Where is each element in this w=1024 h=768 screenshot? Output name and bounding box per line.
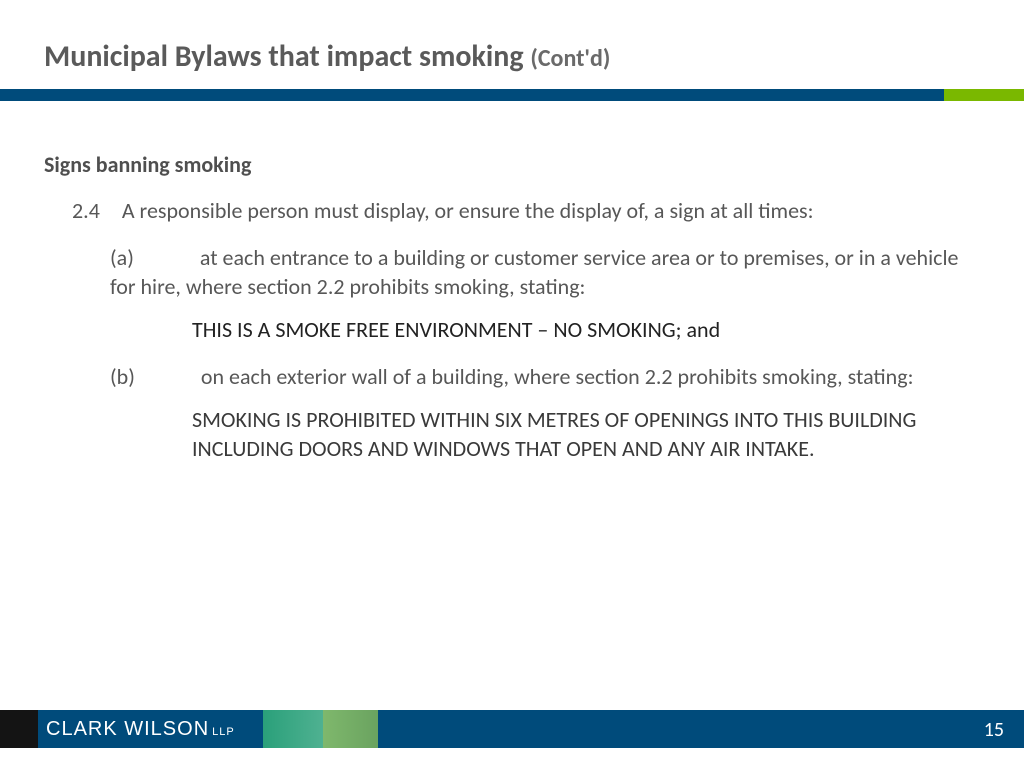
footer-logo-block: CLARK WILSONLLP	[38, 710, 263, 748]
sign-text-1: THIS IS A SMOKE FREE ENVIRONMENT – NO SM…	[192, 315, 980, 344]
sign-text-2: SMOKING IS PROHIBITED WITHIN SIX METRES …	[192, 405, 980, 463]
slide-footer: CLARK WILSONLLP 15	[0, 710, 1024, 748]
footer-block-navy	[378, 710, 1024, 748]
footer-block-teal	[263, 710, 323, 748]
slide-body: Signs banning smoking 2.4 A responsible …	[0, 101, 1024, 463]
title-divider-bar	[0, 89, 1024, 101]
clause-2-4: 2.4 A responsible person must display, o…	[72, 196, 980, 225]
slide-title-contd: (Cont'd)	[530, 44, 610, 73]
title-bar-navy	[0, 89, 944, 101]
footer-block-black	[0, 710, 38, 748]
section-subhead: Signs banning smoking	[44, 151, 980, 178]
slide-title: Municipal Bylaws that impact smoking	[44, 38, 530, 75]
slide-title-block: Municipal Bylaws that impact smoking (Co…	[0, 0, 1024, 89]
footer-bar: CLARK WILSONLLP	[0, 710, 1024, 748]
footer-logo-suffix: LLP	[212, 726, 235, 738]
clause-2-4-a: (a) at each entrance to a building or cu…	[110, 243, 980, 301]
page-number: 15	[984, 718, 1004, 742]
footer-logo-text: CLARK WILSONLLP	[38, 718, 235, 741]
title-bar-green	[944, 89, 1024, 101]
footer-logo-main: CLARK WILSON	[46, 718, 209, 740]
footer-block-green	[323, 710, 378, 748]
clause-2-4-b: (b) on each exterior wall of a building,…	[110, 362, 980, 391]
